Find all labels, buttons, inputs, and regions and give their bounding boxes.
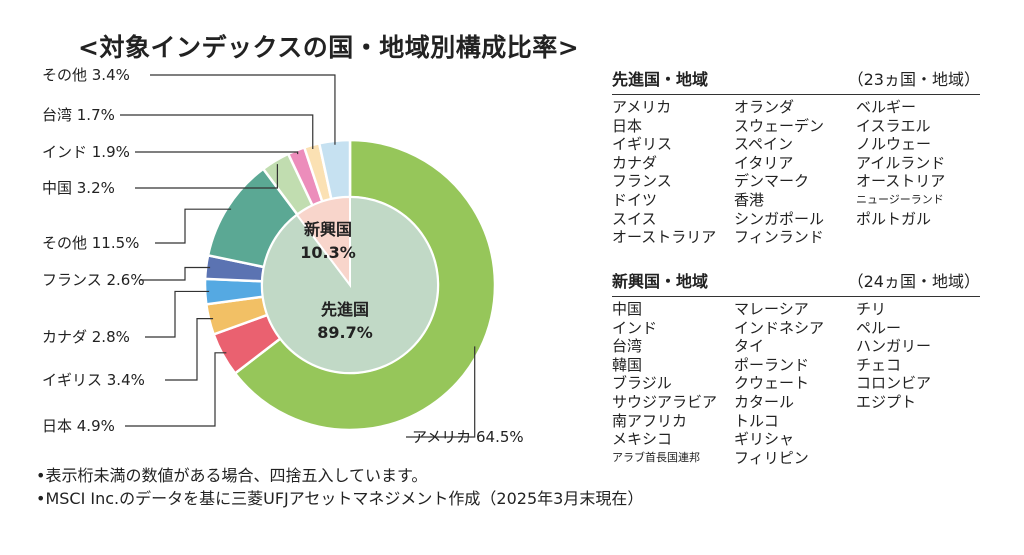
developed-country: ベルギー bbox=[856, 98, 917, 116]
footnote-rounding: •表示桁未満の数値がある場合、四捨五入しています。 bbox=[36, 466, 428, 485]
developed-country: ニュージーランド bbox=[856, 192, 944, 206]
developed-count: （23ヵ国・地域） bbox=[847, 70, 980, 89]
emerging-country-list: 中国 インド 台湾 韓国 ブラジル サウジアラビア 南アフリカ メキシコ アラブ首長国連邦 マレー… bbox=[612, 300, 980, 467]
leader-line-4 bbox=[140, 266, 211, 281]
developed-country: スペイン bbox=[734, 135, 793, 154]
developed-country: フィンランド bbox=[734, 228, 824, 247]
developed-country: カナダ bbox=[612, 153, 658, 172]
developed-country: オーストラリア bbox=[612, 228, 717, 247]
developed-country: イスラエル bbox=[856, 116, 931, 135]
outer-label-1: 日本 4.9% bbox=[42, 417, 115, 435]
inner-label-name-1: 新興国 bbox=[304, 220, 352, 239]
emerging-country: ブラジル bbox=[612, 374, 672, 393]
outer-label-4: フランス 2.6% bbox=[42, 271, 145, 289]
leader-line-8 bbox=[120, 114, 314, 150]
developed-country: オーストリア bbox=[856, 172, 946, 191]
developed-country: 日本 bbox=[612, 116, 643, 135]
emerging-column-2: チリ ペルー ハンガリー チェコ コロンビア エジプト bbox=[856, 300, 980, 467]
emerging-country: ペルー bbox=[856, 318, 902, 337]
emerging-country: カタール bbox=[734, 392, 795, 411]
leader-line-2 bbox=[165, 317, 214, 381]
composition-pie-chart: 先進国 89.7% 新興国 10.3% アメリカ 64.5% 日本 4.9% イギリス 3.… bbox=[42, 66, 524, 446]
emerging-country: サウジアラビア bbox=[612, 392, 718, 411]
pie-slice-inner-1 bbox=[295, 195, 351, 288]
outer-label-9: その他 3.4% bbox=[42, 66, 130, 84]
emerging-country: コロンビア bbox=[856, 374, 932, 393]
leader-line-0 bbox=[406, 346, 476, 438]
emerging-country: 南アフリカ bbox=[612, 411, 688, 430]
outer-label-8: 台湾 1.7% bbox=[42, 106, 115, 124]
leader-line-9 bbox=[150, 74, 336, 145]
developed-country: ノルウェー bbox=[856, 135, 932, 154]
developed-country: アメリカ bbox=[612, 98, 672, 116]
emerging-country: フィリピン bbox=[734, 448, 809, 467]
emerging-heading: 新興国・地域 bbox=[612, 272, 709, 291]
emerging-country: ハンガリー bbox=[856, 337, 932, 356]
outer-label-2: イギリス 3.4% bbox=[42, 371, 145, 389]
inner-label-value-0: 89.7% bbox=[317, 323, 373, 342]
emerging-country: チリ bbox=[856, 300, 887, 318]
developed-country: ポルトガル bbox=[856, 209, 932, 228]
emerging-country: エジプト bbox=[856, 392, 917, 411]
developed-box: 先進国・地域 （23ヵ国・地域） アメリカ 日本 イギリス カナダ フランス ドイツ スイス… bbox=[612, 66, 980, 247]
developed-country: ドイツ bbox=[612, 190, 658, 209]
developed-column-2: ベルギー イスラエル ノルウェー アイルランド オーストリア ニュージーランドポルトガル bbox=[856, 98, 980, 247]
emerging-country: クウェート bbox=[734, 374, 810, 393]
developed-country: フランス bbox=[612, 172, 672, 191]
footnotes: •表示桁未満の数値がある場合、四捨五入しています。 •MSCI Inc.のデータ… bbox=[36, 464, 643, 510]
outer-label-6: 中国 3.2% bbox=[42, 179, 115, 197]
developed-country: アイルランド bbox=[856, 153, 946, 172]
developed-heading: 先進国・地域 bbox=[612, 70, 709, 89]
outer-label-0: アメリカ 64.5% bbox=[412, 428, 524, 446]
emerging-country: インドネシア bbox=[734, 318, 825, 337]
inner-label-value-1: 10.3% bbox=[300, 243, 356, 262]
emerging-country: ポーランド bbox=[734, 355, 810, 374]
leader-line-1 bbox=[125, 352, 227, 427]
leader-line-5 bbox=[155, 208, 232, 244]
emerging-count: （24ヵ国・地域） bbox=[847, 272, 980, 291]
developed-column-1: オランダ スウェーデン スペイン イタリア デンマーク 香港 シンガポール フィンランド bbox=[734, 98, 856, 247]
emerging-country: チェコ bbox=[856, 355, 902, 374]
developed-country: イタリア bbox=[734, 153, 794, 172]
emerging-country: 韓国 bbox=[612, 355, 643, 374]
chart-title: <対象インデックスの国・地域別構成比率> bbox=[78, 33, 580, 62]
inner-label-name-0: 先進国 bbox=[321, 300, 369, 319]
emerging-country: タイ bbox=[734, 337, 765, 356]
emerging-country: アラブ首長国連邦 bbox=[612, 450, 700, 464]
developed-country: スウェーデン bbox=[734, 116, 825, 135]
developed-country: デンマーク bbox=[734, 172, 810, 191]
developed-country: イギリス bbox=[612, 135, 673, 154]
developed-column-0: アメリカ 日本 イギリス カナダ フランス ドイツ スイス オーストラリア bbox=[612, 98, 734, 247]
leader-line-3 bbox=[145, 290, 210, 338]
footnote-source: •MSCI Inc.のデータを基に三菱UFJアセットマネジメント作成（2025年… bbox=[36, 489, 644, 508]
emerging-country: メキシコ bbox=[612, 430, 673, 449]
emerging-country: トルコ bbox=[734, 411, 779, 430]
developed-country: 香港 bbox=[734, 190, 765, 209]
leader-line-7 bbox=[135, 151, 299, 155]
emerging-box: 新興国・地域 （24ヵ国・地域） 中国 インド 台湾 韓国 ブラジル サウジアラビア 南アフ… bbox=[612, 268, 980, 467]
emerging-country: 中国 bbox=[612, 300, 643, 318]
outer-label-3: カナダ 2.8% bbox=[42, 328, 130, 346]
emerging-country: ギリシャ bbox=[734, 430, 795, 449]
developed-country: シンガポール bbox=[734, 209, 825, 228]
leader-line-6 bbox=[135, 164, 278, 189]
emerging-country: マレーシア bbox=[734, 300, 809, 318]
emerging-column-0: 中国 インド 台湾 韓国 ブラジル サウジアラビア 南アフリカ メキシコ アラブ首長国連邦 bbox=[612, 300, 734, 467]
developed-country: スイス bbox=[612, 209, 657, 228]
emerging-country: 台湾 bbox=[612, 337, 643, 356]
outer-label-5: その他 11.5% bbox=[42, 234, 139, 252]
emerging-country: インド bbox=[612, 318, 658, 337]
outer-label-7: インド 1.9% bbox=[42, 143, 130, 161]
emerging-column-1: マレーシア インドネシア タイ ポーランド クウェート カタール トルコ ギリシャ フィリピン bbox=[734, 300, 856, 467]
developed-country-list: アメリカ 日本 イギリス カナダ フランス ドイツ スイス オーストラリア オランダ スウェーデン… bbox=[612, 98, 980, 247]
developed-country: オランダ bbox=[734, 98, 795, 116]
